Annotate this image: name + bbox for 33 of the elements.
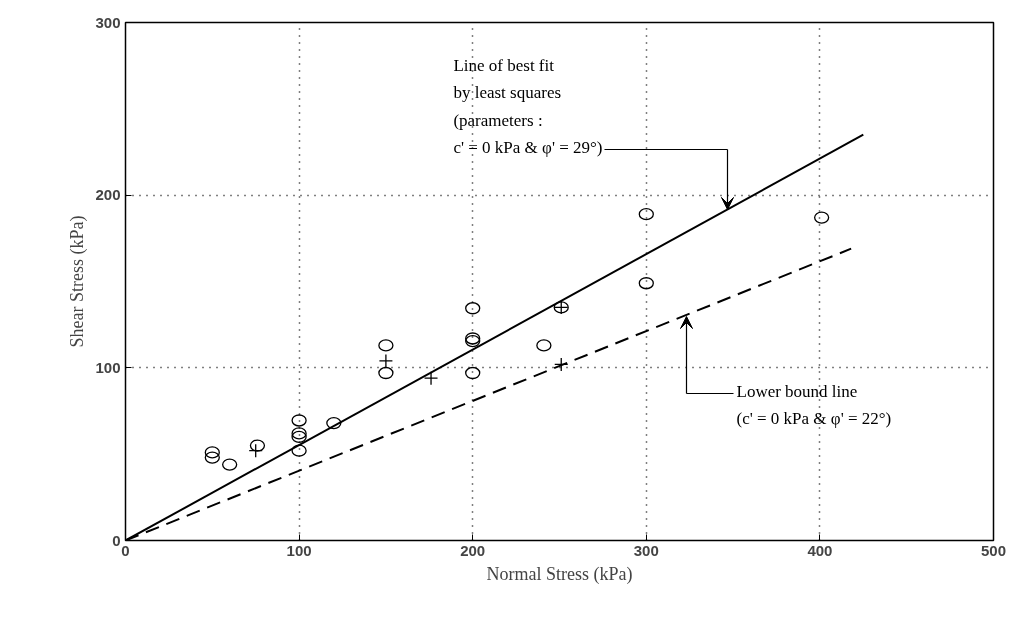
point <box>813 211 830 224</box>
point <box>291 414 307 427</box>
annotation: Lower bound line (c' = 0 kPa & φ' = 22°) <box>736 381 892 429</box>
point <box>536 339 552 352</box>
x-tick-label: 200 <box>460 541 486 559</box>
point <box>326 416 342 430</box>
point <box>465 302 481 315</box>
point <box>638 208 654 221</box>
point <box>554 357 569 372</box>
y-tick-label: 100 <box>95 358 121 376</box>
point <box>465 366 481 380</box>
point <box>291 430 307 444</box>
y-axis-title: Shear Stress (kPa) <box>67 215 89 348</box>
point <box>638 277 654 290</box>
point <box>204 451 220 464</box>
point <box>378 339 394 352</box>
x-tick-label: 500 <box>980 541 1007 559</box>
point <box>222 458 238 471</box>
point <box>248 443 263 458</box>
x-axis-title: Normal Stress (kPa) <box>486 563 633 585</box>
y-tick-label: 300 <box>95 13 121 31</box>
x-tick-label: 300 <box>633 541 659 559</box>
point <box>291 444 307 457</box>
annotation: Line of best fit by least squares (parameters : c' = 0 kPa & φ' = 29°) <box>453 55 603 158</box>
point <box>378 366 394 380</box>
point <box>291 427 307 440</box>
x-tick-label: 400 <box>807 541 833 559</box>
x-tick-label: 100 <box>286 541 312 559</box>
y-tick-label: 200 <box>95 186 121 204</box>
point <box>378 353 394 369</box>
point <box>423 371 439 386</box>
point <box>204 446 220 459</box>
point <box>249 439 266 452</box>
